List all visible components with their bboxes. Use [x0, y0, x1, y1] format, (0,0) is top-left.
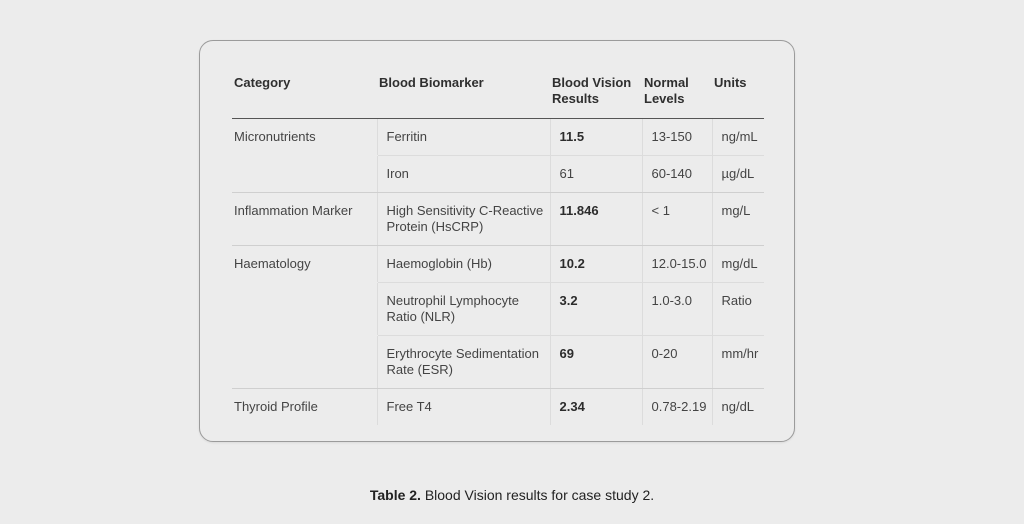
- table-row: Iron 61 60-140 µg/dL: [232, 155, 764, 193]
- row-biomarker: Free T4: [376, 388, 550, 425]
- results-table-wrapper: Category Blood Biomarker Blood Vision Re…: [232, 71, 764, 425]
- row-units: mg/L: [711, 192, 764, 246]
- biomarker-line1: Erythrocyte Sedimentation: [386, 346, 539, 361]
- header-biomarker: Blood Biomarker: [377, 71, 550, 119]
- row-result: 11.5: [549, 118, 642, 156]
- table-row: Micronutrients Ferritin 11.5 13-150 ng/m…: [232, 118, 764, 156]
- row-result: 11.846: [549, 192, 642, 246]
- row-biomarker: Ferritin: [376, 118, 550, 156]
- row-biomarker: Haemoglobin (Hb): [376, 245, 550, 283]
- row-normal: 0.78-2.19: [641, 388, 712, 425]
- header-normal-line1: Normal: [644, 75, 689, 90]
- biomarker-line1: High Sensitivity C-Reactive: [386, 203, 544, 218]
- row-units: Ratio: [711, 282, 764, 336]
- table-row: Erythrocyte Sedimentation Rate (ESR) 69 …: [232, 335, 764, 389]
- biomarker-line1: Haemoglobin (Hb): [386, 256, 493, 271]
- row-normal: < 1: [641, 192, 712, 246]
- blood-vision-results-table: Category Blood Biomarker Blood Vision Re…: [232, 71, 764, 425]
- row-normal: 1.0-3.0: [641, 282, 712, 336]
- biomarker-line2: Rate (ESR): [386, 362, 453, 377]
- row-category: Micronutrients: [234, 129, 316, 144]
- header-results-line1: Blood Vision: [552, 75, 632, 90]
- row-biomarker: High Sensitivity C-Reactive Protein (HsC…: [376, 192, 550, 246]
- row-biomarker: Erythrocyte Sedimentation Rate (ESR): [376, 335, 550, 389]
- header-units: Units: [712, 71, 764, 119]
- row-result: 61: [549, 155, 642, 193]
- row-category: [232, 155, 377, 193]
- header-results-line2: Results: [552, 91, 599, 106]
- row-normal: 60-140: [641, 155, 712, 193]
- biomarker-line1: Iron: [386, 166, 409, 181]
- table-row: Neutrophil Lymphocyte Ratio (NLR) 3.2 1.…: [232, 282, 764, 336]
- header-normal-line2: Levels: [644, 91, 685, 106]
- row-result: 69: [549, 335, 642, 389]
- row-category: Haematology: [234, 256, 311, 271]
- row-biomarker: Iron: [376, 155, 550, 193]
- biomarker-line2: Ratio (NLR): [386, 309, 456, 324]
- row-normal: 0-20: [641, 335, 712, 389]
- row-units: µg/dL: [711, 155, 764, 193]
- row-category: [232, 335, 377, 389]
- row-units: ng/mL: [711, 118, 764, 156]
- row-normal: 12.0-15.0: [641, 245, 712, 283]
- biomarker-line1: Ferritin: [386, 129, 427, 144]
- row-category: Thyroid Profile: [234, 399, 318, 414]
- header-normal-levels: Normal Levels: [642, 71, 712, 119]
- caption-label: Table 2.: [369, 487, 421, 503]
- row-units: mg/dL: [711, 245, 764, 283]
- header-results: Blood Vision Results: [550, 71, 642, 119]
- table-caption: Table 2. Blood Vision results for case s…: [0, 487, 1024, 503]
- row-units: ng/dL: [711, 388, 764, 425]
- biomarker-line1: Free T4: [386, 399, 432, 414]
- row-category: [232, 283, 377, 336]
- row-biomarker: Neutrophil Lymphocyte Ratio (NLR): [376, 282, 550, 336]
- row-result: 3.2: [549, 282, 642, 336]
- row-units: mm/hr: [711, 335, 764, 389]
- biomarker-line1: Neutrophil Lymphocyte: [386, 293, 519, 308]
- row-normal: 13-150: [641, 118, 712, 156]
- header-category: Category: [232, 71, 377, 119]
- row-result: 10.2: [549, 245, 642, 283]
- table-row: Thyroid Profile Free T4 2.34 0.78-2.19 n…: [232, 388, 764, 425]
- table-row: Haematology Haemoglobin (Hb) 10.2 12.0-1…: [232, 245, 764, 283]
- caption-text: Blood Vision results for case study 2.: [420, 487, 655, 503]
- row-category: Inflammation Marker: [232, 192, 377, 246]
- table-card: Category Blood Biomarker Blood Vision Re…: [199, 40, 795, 442]
- table-row: Inflammation Marker High Sensitivity C-R…: [232, 192, 764, 246]
- biomarker-line2: Protein (HsCRP): [386, 219, 484, 234]
- row-result: 2.34: [549, 388, 642, 425]
- table-header-row: Category Blood Biomarker Blood Vision Re…: [232, 71, 764, 119]
